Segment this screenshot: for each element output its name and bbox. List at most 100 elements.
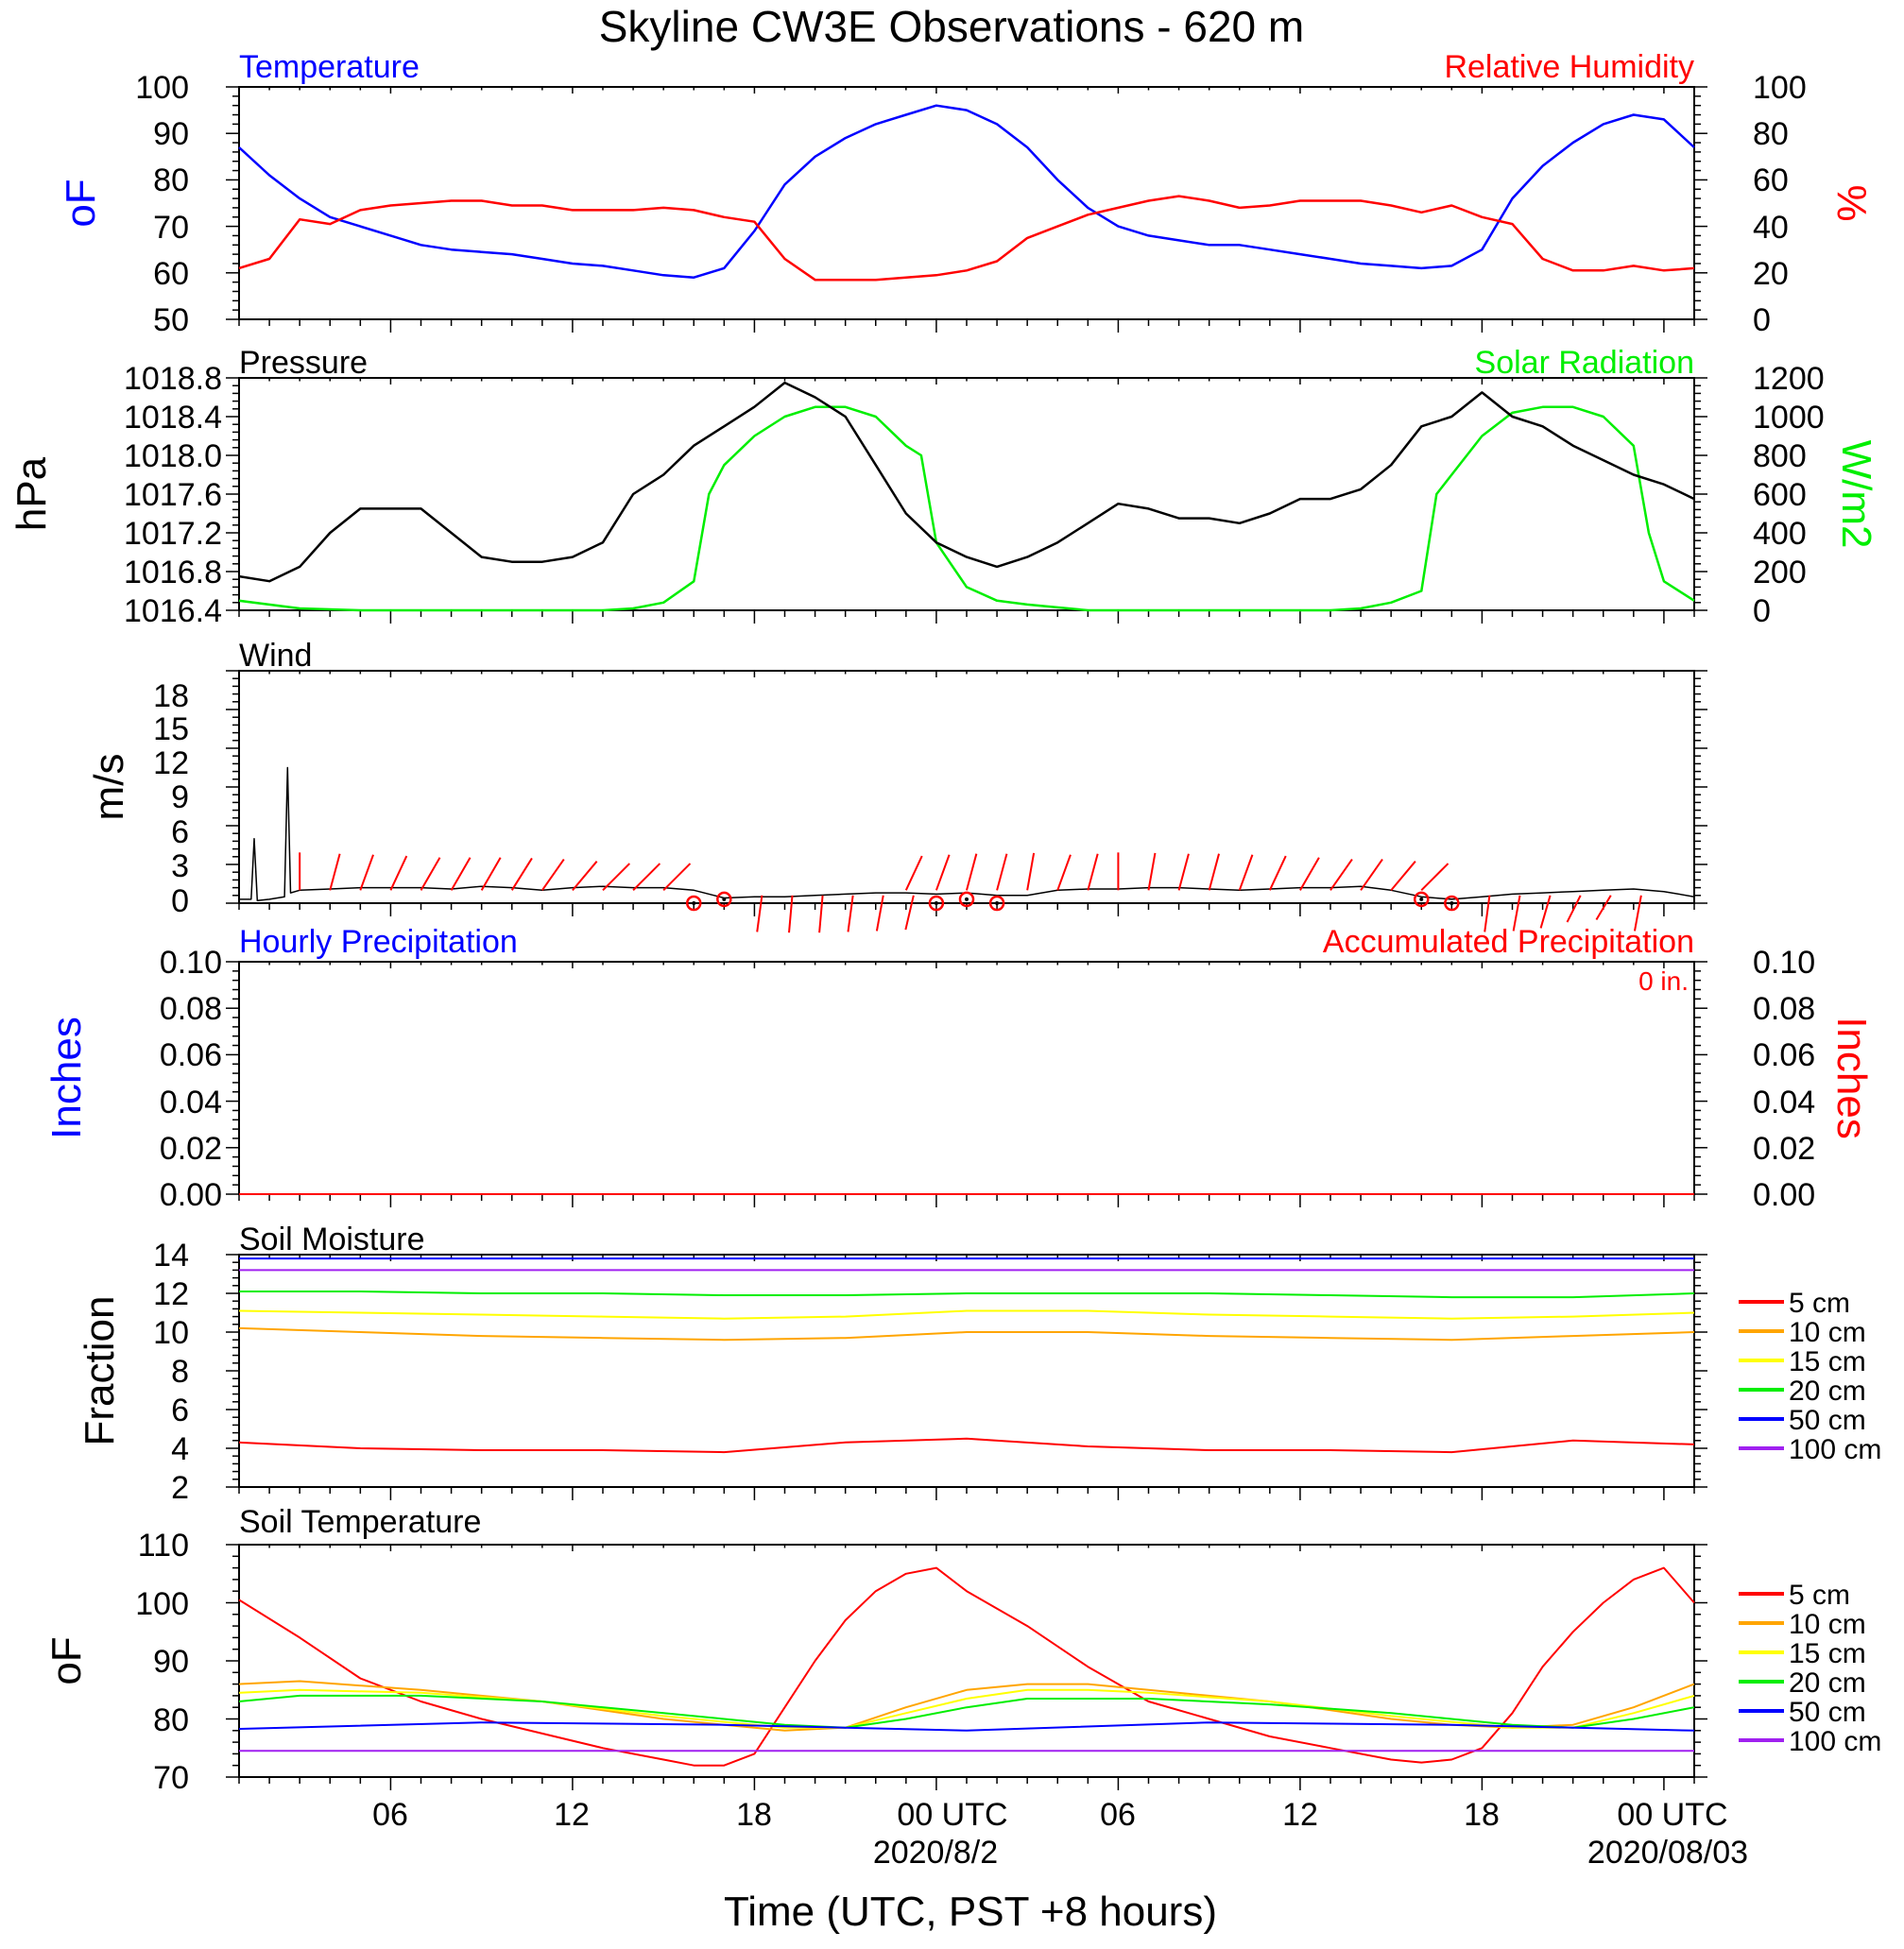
relative-humidity-line [238,195,1695,282]
panel-soil-temp: Soil Temperature oF 110 100 90 80 70 [43,1504,1695,1796]
wind-barb [1420,863,1449,892]
legend-label: 20 cm [1789,1667,1866,1699]
wind-calm-circle [1414,891,1430,908]
panel-pressure-frame [238,377,1695,611]
x-date-label: 2020/8/2 [873,1835,998,1871]
wind-barb [1390,861,1416,891]
pressure-y-tick: 1018.4 [124,400,222,436]
wind-barb [1268,855,1287,891]
solar-y-tick: 400 [1753,516,1807,552]
soil-moisture-line [238,1437,1695,1454]
x-tick-label: 18 [736,1797,772,1833]
wind-calm-dot [1419,897,1424,901]
panel-temp-rh: Temperature Relative Humidity oF % 100 9… [58,49,1875,338]
wind-y-tick: 12 [153,745,189,781]
wind-barb [818,895,824,933]
wind-barb [1299,857,1320,891]
precip-right-y-tick: 0.06 [1753,1037,1815,1073]
precip-total: 0 in. [1638,966,1689,996]
wind-barb [359,854,374,891]
precip-y-tick: 0.06 [160,1037,222,1073]
soil-temp-label: Soil Temperature [239,1504,481,1540]
pressure-label: Pressure [239,345,368,381]
soil-moisture-y-tick: 14 [153,1238,189,1274]
panel-temp-rh-frame [238,86,1695,320]
x-tick-label: 12 [554,1797,590,1833]
pressure-y-tick: 1016.8 [124,555,222,590]
soil-moisture-y-tick: 4 [171,1431,189,1467]
solar-y-tick: 200 [1753,555,1807,590]
wind-barb [541,858,565,891]
legend-label: 10 cm [1789,1317,1866,1348]
x-tick-label: 00 UTC [1617,1797,1727,1833]
wind-y-tick: 15 [153,711,189,747]
solar-y-tick: 1000 [1753,400,1825,436]
wind-barb [632,863,661,892]
legend-label: 5 cm [1789,1580,1850,1611]
soil-temp-y-tick: 90 [153,1644,189,1680]
temp-y-tick: 60 [153,256,189,292]
precip-right-y-tick: 0.00 [1753,1177,1815,1213]
wind-barb [1329,858,1353,891]
soil-moisture-y-tick: 8 [171,1354,189,1390]
wind-barb [480,857,502,891]
wind-barb [1539,895,1552,929]
wind-barb [1634,895,1642,932]
legend-label: 15 cm [1789,1346,1866,1377]
temp-y-axis-labels: 100 90 80 70 60 50 [135,70,189,338]
precip-right-y-tick: 0.02 [1753,1131,1815,1167]
rh-unit: % [1828,184,1875,221]
wind-calm-circle [958,891,975,908]
precip-y-tick: 0.02 [160,1131,222,1167]
rh-y-tick: 60 [1753,162,1789,198]
soil-temp-line [238,1721,1695,1732]
x-tick-label: 00 UTC [897,1797,1007,1833]
wind-barb [788,895,794,933]
pressure-y-tick: 1018.0 [124,438,222,474]
soil-moisture-y-tick: 6 [171,1393,189,1428]
precip-y-tick: 0.08 [160,991,222,1027]
hourly-precip-label: Hourly Precipitation [239,924,518,960]
rh-y-tick: 20 [1753,256,1789,292]
precip-left-y-axis-labels: 0.10 0.08 0.06 0.04 0.02 0.00 [160,945,222,1213]
legend-label: 50 cm [1789,1697,1866,1728]
panel-precip: Hourly Precipitation Accumulated Precipi… [43,924,1875,1213]
wind-y-tick: 3 [171,848,189,884]
wind-barb [875,895,884,932]
precip-y-tick: 0.04 [160,1085,222,1120]
precip-right-y-tick: 0.10 [1753,945,1815,981]
x-tick-label: 12 [1282,1797,1318,1833]
legend-label: 100 cm [1789,1434,1881,1465]
soil-moisture-label: Soil Moisture [239,1222,425,1257]
wind-barb [1177,853,1190,891]
soil-moisture-line [238,1309,1695,1320]
wind-unit: m/s [86,754,132,821]
solar-unit: W/m2 [1833,440,1879,549]
pressure-unit: hPa [9,456,55,531]
wind-barb [966,853,978,891]
panel-wind: Wind m/s 18 15 12 9 6 3 0 [86,638,1695,919]
soil-temp-y-tick: 110 [138,1528,189,1564]
soil-moisture-line [238,1326,1695,1342]
temp-y-tick: 70 [153,210,189,246]
wind-barb [935,854,951,891]
wind-barb [1484,895,1491,932]
soil-moisture-y-tick: 2 [171,1470,189,1506]
wind-calm-circle [928,895,945,912]
panel-soil-moisture-frame [238,1254,1695,1488]
panel-wind-frame [238,670,1695,904]
panel-pressure-solar: Pressure Solar Radiation hPa W/m2 1018.8… [9,345,1879,629]
wind-barb [1147,852,1157,891]
x-tick-label: 06 [1100,1797,1136,1833]
rh-y-tick: 0 [1753,302,1771,338]
precip-right-y-axis-labels: 0.10 0.08 0.06 0.04 0.02 0.00 [1753,945,1815,1213]
soil-temp-y-tick: 100 [135,1586,189,1622]
precip-y-tick: 0.00 [160,1177,222,1213]
wind-barb [1056,854,1072,891]
rh-y-tick: 40 [1753,210,1789,246]
wind-barb [1238,854,1254,891]
wind-barb [389,855,408,891]
panel-precip-frame [238,961,1695,1195]
